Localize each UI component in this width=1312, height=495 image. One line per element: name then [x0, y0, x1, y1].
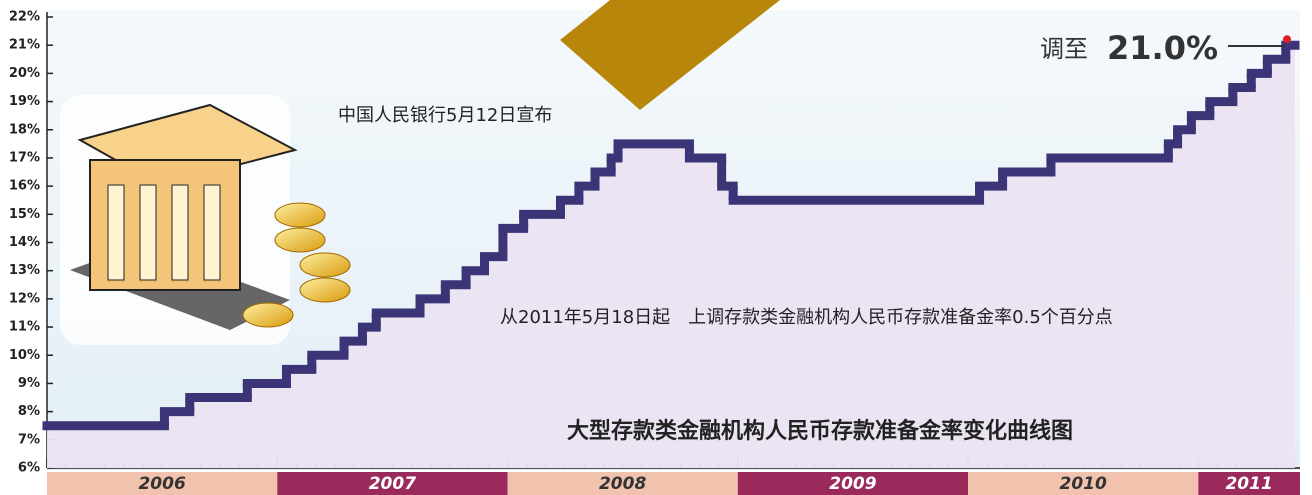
- end-dot: [1283, 35, 1291, 43]
- y-tick-label: 9%: [18, 376, 40, 391]
- x-tick-label: 2006: [138, 474, 185, 494]
- chart: 2006 2007 2008 2009 2010 2011 6% 7% 8% 9% 10% 11% 12…: [0, 0, 1312, 495]
- y-tick-label: 16%: [9, 179, 40, 194]
- y-tick-label: 17%: [9, 150, 40, 165]
- annotation: 从2011年5月18日起 上调存款类金融机构人民币存款准备金率0.5个百分点: [500, 307, 1113, 328]
- y-tick-label: 19%: [9, 94, 40, 109]
- y-tick-label: 22%: [9, 10, 40, 25]
- y-tick-label: 15%: [9, 207, 40, 222]
- x-tick-label: 2007: [369, 474, 416, 494]
- y-tick-label: 7%: [18, 432, 40, 447]
- y-tick-label: 14%: [9, 235, 40, 250]
- y-tick-label: 10%: [9, 348, 40, 363]
- y-tick-label: 12%: [9, 291, 40, 306]
- y-tick-label: 13%: [9, 263, 40, 278]
- x-tick-label: 2010: [1059, 474, 1106, 494]
- y-tick-label: 20%: [9, 66, 40, 81]
- chart-title: 大型存款类金融机构人民币存款准备金率变化曲线图: [567, 418, 1073, 444]
- annotation: 中国人民银行5月12日宣布: [338, 105, 552, 126]
- x-tick-label: 2011: [1225, 474, 1272, 494]
- y-tick-label: 21%: [9, 38, 40, 53]
- y-tick-label: 6%: [18, 461, 40, 476]
- y-tick-label: 8%: [18, 404, 40, 419]
- callout-value: 21.0%: [1107, 29, 1218, 67]
- callout-prefix: 调至: [1040, 35, 1088, 63]
- x-tick-label: 2008: [599, 474, 646, 494]
- x-tick-label: 2009: [829, 474, 876, 494]
- y-tick-label: 11%: [9, 320, 40, 335]
- y-tick-label: 18%: [9, 122, 40, 137]
